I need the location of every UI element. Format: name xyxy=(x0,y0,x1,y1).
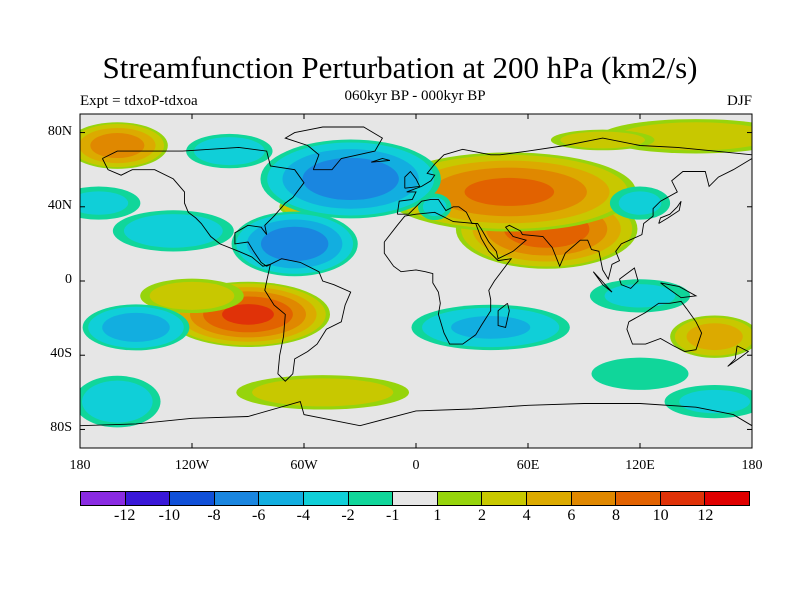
coastline-12 xyxy=(619,267,639,289)
coastline-2 xyxy=(284,126,384,171)
colorbar-swatch xyxy=(259,492,304,505)
coastline-5 xyxy=(383,211,513,345)
contour-region-7-level-2 xyxy=(252,378,394,407)
coastline-15 xyxy=(371,158,391,163)
contour-region-19-level-2 xyxy=(618,191,662,215)
lon-label: 60E xyxy=(516,458,540,473)
colorbar-label: -8 xyxy=(207,507,221,524)
colorbar-swatch xyxy=(526,492,572,505)
contour-region-20-level-2 xyxy=(194,137,265,166)
colorbar-swatch xyxy=(214,492,260,505)
coastline-9 xyxy=(404,170,421,189)
colorbar-label: 1 xyxy=(433,507,442,524)
colorbar-label: 6 xyxy=(567,507,576,524)
colorbar-swatch xyxy=(482,492,527,505)
colorbar-label: -6 xyxy=(251,507,266,524)
contour-region-10-level-6 xyxy=(302,157,399,201)
colorbar-label: -1 xyxy=(385,507,400,524)
tick-marks xyxy=(79,114,753,448)
contour-region-6-level-4 xyxy=(686,323,743,351)
contour-region-13-level-2 xyxy=(80,191,129,215)
coastline-11 xyxy=(592,271,613,293)
colorbar-label: -10 xyxy=(158,507,180,524)
map-subtitle: 060kyr BP - 000kyr BP xyxy=(344,88,486,104)
colorbar-swatch xyxy=(393,492,438,505)
colorbar-label: -2 xyxy=(341,507,355,524)
coastline-6 xyxy=(626,300,703,352)
colorbar-label: 8 xyxy=(612,507,620,524)
season-label: DJF xyxy=(726,93,752,109)
colorbar-label: 10 xyxy=(652,507,669,524)
colorbar-swatch xyxy=(81,492,126,505)
lon-label: 180 xyxy=(741,458,763,473)
lat-label: 40S xyxy=(50,346,72,362)
colorbar-label: 12 xyxy=(697,507,714,524)
contour-region-17-level-2 xyxy=(82,380,153,423)
lon-label: 180 xyxy=(69,458,91,473)
contour-region-4-level-10 xyxy=(222,304,274,325)
coastline-0 xyxy=(101,146,305,267)
lat-label: 80N xyxy=(47,123,72,139)
contour-region-12-level-2 xyxy=(123,214,223,248)
coastline-3 xyxy=(396,137,752,215)
coastline-10 xyxy=(658,200,682,224)
lon-label: 0 xyxy=(412,458,420,473)
colorbar-label: 4 xyxy=(522,507,531,524)
contour-region-9-level-2 xyxy=(560,131,645,149)
contour-region-5-level-2 xyxy=(149,281,235,310)
colorbar-label: -4 xyxy=(296,507,310,524)
colorbar-swatch xyxy=(571,492,617,505)
contour-region-14-level-4 xyxy=(102,312,170,342)
lon-label: 120E xyxy=(625,458,655,473)
colorbar-swatch xyxy=(705,492,749,505)
coastline-4 xyxy=(397,158,752,281)
map-title: Streamfunction Perturbation at 200 hPa (… xyxy=(102,50,698,85)
coastline-8 xyxy=(497,302,510,328)
coastline-7 xyxy=(80,401,752,427)
contour-region-22-level-1 xyxy=(591,357,689,390)
contour-region-2-level-6 xyxy=(90,133,145,159)
contour-region-3-level-2 xyxy=(618,122,752,151)
colorbar-swatch xyxy=(348,492,394,505)
contour-fill xyxy=(80,119,752,428)
coastlines xyxy=(80,126,752,427)
colorbar-swatch xyxy=(125,492,171,505)
colorbar-label: -12 xyxy=(113,507,136,524)
colorbar xyxy=(80,491,750,506)
coastline-1 xyxy=(264,258,352,382)
colorbar-swatch xyxy=(303,492,349,505)
coastline-13 xyxy=(660,282,698,299)
contour-region-1-level-8 xyxy=(464,177,555,206)
lat-label: 0 xyxy=(65,272,72,287)
lat-label: 80S xyxy=(50,420,72,436)
lon-label: 120W xyxy=(174,458,210,473)
contour-region-18-level-2 xyxy=(679,389,751,414)
contour-region-16-level-2 xyxy=(604,284,676,308)
colorbar-label: 2 xyxy=(478,507,486,524)
colorbar-swatch xyxy=(437,492,483,505)
contour-region-11-level-6 xyxy=(260,226,329,262)
experiment-label: Expt = tdxoP-tdxoa xyxy=(80,93,198,109)
lat-label: 40N xyxy=(47,197,72,213)
contour-region-15-level-4 xyxy=(451,315,531,339)
coastline-14 xyxy=(727,345,750,367)
lon-label: 60W xyxy=(290,458,318,473)
colorbar-swatch xyxy=(616,492,661,505)
colorbar-swatch xyxy=(660,492,706,505)
colorbar-swatch xyxy=(170,492,215,505)
